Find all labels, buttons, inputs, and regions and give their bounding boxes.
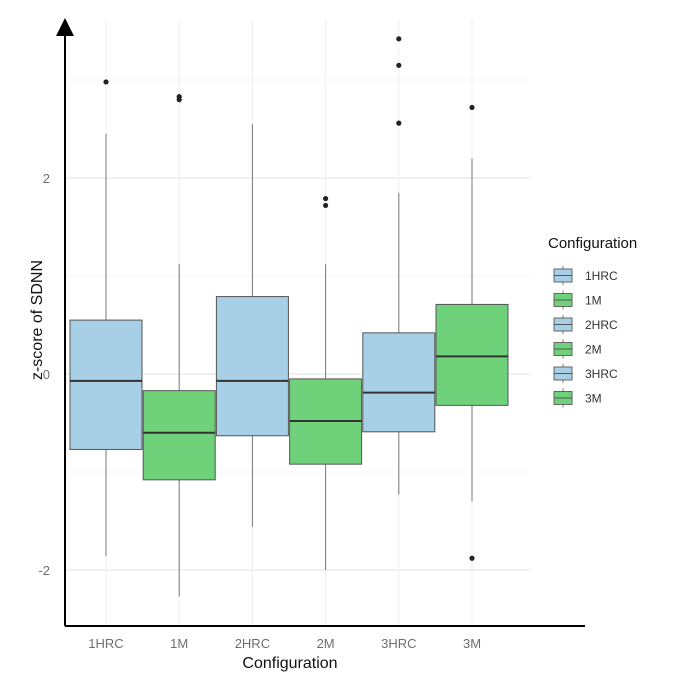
legend-item: 3HRC	[553, 364, 618, 383]
outlier-point	[103, 79, 109, 85]
outlier-point	[323, 202, 329, 209]
legend-item: 1M	[553, 290, 602, 310]
legend-label: 3M	[585, 392, 602, 406]
tick-labels: -2 0 2 1HRC 1M 2HRC 2M 3HRC 3M	[38, 171, 481, 651]
outlier-point	[176, 94, 182, 100]
box-iqr	[69, 319, 143, 450]
box-iqr	[362, 332, 436, 433]
outlier-point	[323, 195, 329, 202]
x-tick-label: 3HRC	[381, 636, 416, 651]
legend-label: 1M	[585, 294, 602, 308]
x-tick-label: 2HRC	[235, 636, 270, 651]
legend: Configuration 1HRC 1M 2HRC 2M 3HRC 3M	[548, 235, 637, 408]
legend-label: 3HRC	[585, 367, 618, 381]
box-iqr	[435, 303, 509, 406]
x-tick-label: 2M	[317, 636, 335, 651]
box-iqr	[215, 296, 289, 437]
box-3m	[435, 104, 509, 561]
legend-item: 3M	[553, 388, 602, 408]
box-2hrc	[215, 124, 289, 527]
box-iqr	[142, 390, 216, 481]
outlier-point	[469, 104, 475, 111]
outlier-point	[396, 120, 402, 126]
outlier-point	[396, 62, 402, 68]
y-tick-label: -2	[38, 563, 50, 578]
x-tick-label: 3M	[463, 636, 481, 651]
y-tick-label: 2	[43, 171, 50, 186]
x-tick-label: 1M	[170, 636, 188, 651]
box-1hrc	[69, 79, 143, 557]
y-tick-label: 0	[43, 367, 50, 382]
x-tick-label: 1HRC	[88, 636, 123, 651]
legend-title: Configuration	[548, 235, 637, 252]
y-axis-arrow-icon	[56, 18, 74, 36]
legend-label: 2HRC	[585, 318, 618, 332]
legend-items: 1HRC 1M 2HRC 2M 3HRC 3M	[553, 266, 618, 408]
outlier-point	[396, 36, 402, 42]
legend-item: 2M	[553, 339, 602, 359]
legend-item: 1HRC	[553, 266, 618, 285]
outlier-point	[469, 555, 475, 561]
legend-item: 2HRC	[553, 315, 618, 334]
box-series	[69, 36, 509, 597]
box-1m	[142, 94, 216, 597]
legend-label: 1HRC	[585, 269, 618, 283]
x-axis-title: Configuration	[242, 655, 337, 672]
y-axis-title: z-score of SDNN	[29, 260, 46, 380]
axes	[56, 18, 585, 627]
box-2m	[289, 195, 363, 570]
legend-label: 2M	[585, 343, 602, 357]
box-3hrc	[362, 36, 436, 495]
